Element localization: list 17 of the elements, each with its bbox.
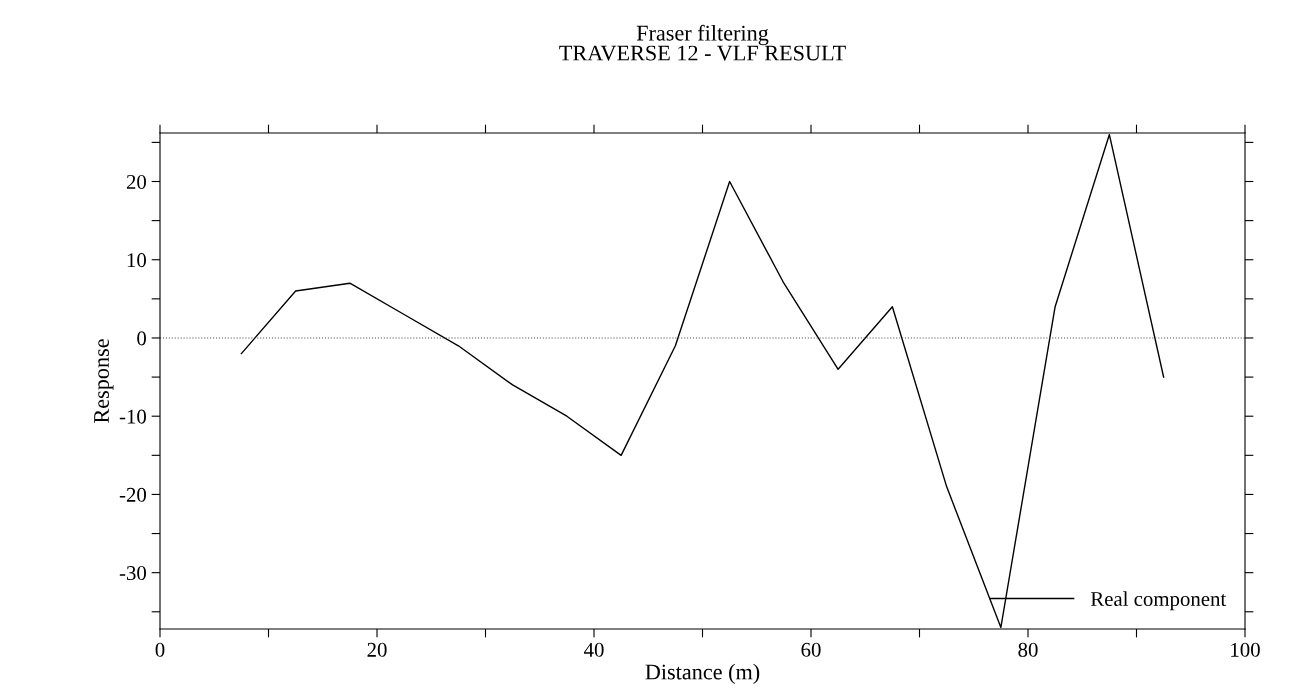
y-tick-label: 20: [126, 174, 147, 189]
x-axis-title: Distance (m): [645, 663, 760, 685]
x-tick-label: 20: [367, 642, 387, 657]
chart-subtitle: TRAVERSE 12 - VLF RESULT: [559, 45, 846, 61]
y-tick-label: -20: [119, 487, 147, 502]
x-tick-label: 100: [1231, 642, 1260, 657]
chart-title: Fraser filtering: [636, 24, 769, 46]
y-tick-label: 10: [127, 253, 147, 268]
y-tick-label: 0: [137, 331, 147, 346]
x-tick-label: 40: [583, 642, 604, 657]
x-tick-label: 0: [155, 642, 165, 657]
legend-label: Real component: [1090, 591, 1227, 611]
x-tick-label: 80: [1018, 642, 1038, 657]
y-tick-label: -10: [119, 409, 147, 424]
y-axis-title: Response: [94, 339, 114, 423]
x-tick-label: 60: [801, 642, 821, 657]
y-tick-label: -30: [119, 566, 147, 581]
